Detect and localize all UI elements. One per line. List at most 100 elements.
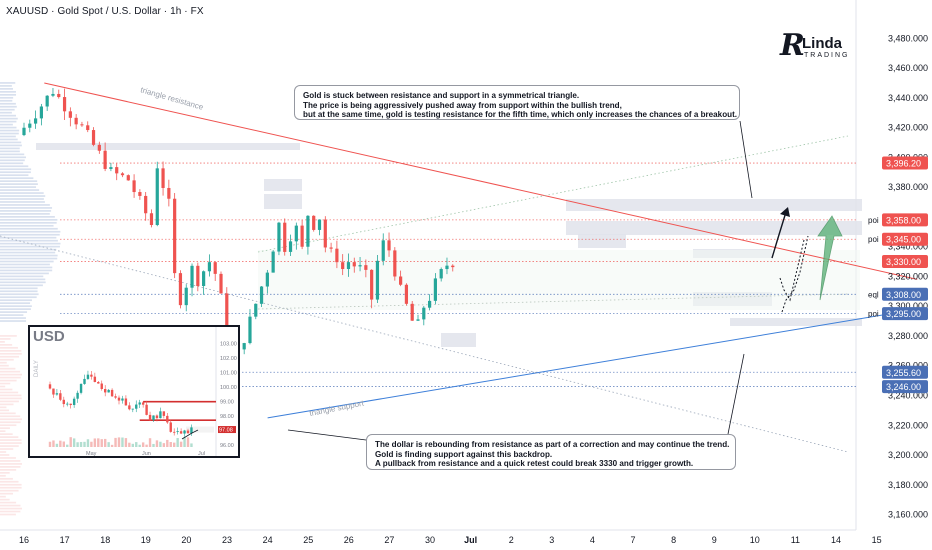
- volume-profile-bar: [0, 379, 17, 382]
- volume-profile-bar: [0, 242, 61, 245]
- volume-profile-bar: [0, 346, 18, 349]
- inset-volume-bar: [186, 437, 190, 447]
- volume-profile-bar: [0, 108, 15, 111]
- level-price-badge: 3,330.00: [882, 255, 928, 269]
- inset-last-label: 97.08: [219, 428, 233, 434]
- bullish-arrow: [817, 215, 843, 301]
- volume-profile-bar: [0, 144, 22, 147]
- inset-candle-body: [159, 411, 162, 419]
- inset-candle-body: [128, 405, 131, 410]
- candle-body: [51, 93, 55, 96]
- candle-body: [219, 273, 223, 294]
- time-tick-label: 8: [671, 535, 676, 545]
- volume-profile-bar: [0, 341, 5, 343]
- usd-inset-title: USD: [33, 328, 65, 345]
- resistance-line-label: triangle resistance: [139, 85, 204, 112]
- candle-body: [445, 265, 449, 270]
- volume-profile-bar: [0, 150, 20, 153]
- triangle-resistance-line: [44, 82, 918, 280]
- price-tick-label: 3,460.000: [888, 63, 928, 73]
- volume-profile-bar: [0, 349, 22, 352]
- candle-body: [45, 95, 49, 107]
- inset-price-tick: 103.00: [220, 342, 237, 348]
- inset-candle-body: [155, 415, 159, 419]
- volume-profile-bar: [0, 477, 13, 480]
- price-zone: [730, 318, 862, 326]
- inset-volume-bar: [145, 444, 148, 447]
- inset-candle-body: [135, 404, 138, 409]
- volume-profile-bar: [0, 224, 54, 227]
- volume-profile-bar: [0, 454, 10, 456]
- inset-last-bg: [186, 426, 214, 433]
- volume-profile-bar: [0, 513, 16, 516]
- inset-candle-body: [100, 383, 103, 389]
- inset-price-tick: 98.00: [220, 414, 234, 420]
- analysis-callout-top: Gold is stuck between resistance and sup…: [294, 85, 740, 120]
- candle-body: [213, 262, 217, 274]
- level-price-badge: 3,358.00: [882, 213, 928, 227]
- level-badge-bg: [882, 156, 928, 170]
- inset-volume-bar: [114, 437, 117, 447]
- volume-profile-bar: [0, 85, 12, 87]
- inset-volume-bar: [66, 444, 69, 447]
- volume-profile-bar: [0, 230, 61, 233]
- volume-profile-bar: [0, 430, 6, 433]
- inset-volume-bar: [59, 440, 62, 447]
- volume-profile-bar: [0, 201, 45, 203]
- price-zone: [578, 234, 626, 248]
- triangle-area: [258, 250, 860, 310]
- volume-profile-bar: [0, 272, 49, 275]
- inset-candle-body: [69, 403, 72, 406]
- level-price-badge: 3,308.00: [882, 287, 928, 301]
- volume-profile-bar: [0, 388, 13, 391]
- volume-profile-bar: [0, 504, 21, 507]
- candle-body: [283, 222, 287, 252]
- inset-volume-bar: [110, 444, 114, 447]
- candle-body: [207, 262, 212, 272]
- inset-candle-body: [183, 430, 186, 434]
- volume-profile-bar: [0, 466, 21, 468]
- volume-profile-bar: [0, 314, 24, 316]
- candle-body: [312, 215, 316, 230]
- volume-profile-bar: [0, 358, 14, 361]
- inset-candle-body: [59, 393, 62, 400]
- level-badge-label: 3,246.00: [886, 382, 921, 392]
- candle-body: [155, 168, 159, 226]
- candle-body: [167, 187, 171, 199]
- volume-profile-bar: [0, 296, 37, 299]
- time-tick-label: 3: [549, 535, 554, 545]
- candle-body: [335, 248, 339, 263]
- candle-body: [120, 173, 125, 176]
- volume-profile-bar: [0, 159, 25, 162]
- inset-candle-body: [79, 383, 83, 393]
- candle-body: [399, 276, 403, 285]
- inset-candle-body: [138, 402, 141, 405]
- inset-candle-body: [48, 384, 52, 389]
- volume-profile-bar: [0, 457, 16, 459]
- inset-candle-body: [166, 415, 169, 423]
- inset-volume-bar: [166, 439, 169, 447]
- candles: [22, 87, 455, 355]
- inset-time-tick: Jun: [142, 451, 151, 456]
- volume-profile-bar: [0, 233, 60, 236]
- candle-body: [225, 293, 229, 334]
- level-badge-bg: [882, 380, 928, 394]
- callout-bottom-line: The dollar is rebounding from resistance…: [375, 440, 730, 449]
- inset-volume-bar: [52, 440, 55, 447]
- inset-price-tick: 99.00: [220, 400, 234, 406]
- level-price-badge: 3,246.00: [882, 380, 928, 394]
- chart-header: XAUUSD · Gold Spot / U.S. Dollar · 1h · …: [6, 6, 204, 17]
- price-zone: [36, 143, 300, 150]
- forecast-path: [771, 211, 787, 259]
- time-tick-label: 24: [263, 535, 273, 545]
- volume-profile-bar: [0, 218, 58, 221]
- candle-body: [178, 273, 183, 306]
- inset-volume-bar: [124, 438, 128, 447]
- volume-profile-bar: [0, 102, 16, 105]
- time-tick-label: 25: [303, 535, 313, 545]
- candle-body: [184, 287, 188, 306]
- inset-candle-body: [62, 399, 65, 405]
- volume-profile-bar: [0, 195, 46, 197]
- time-tick-label: 17: [60, 535, 70, 545]
